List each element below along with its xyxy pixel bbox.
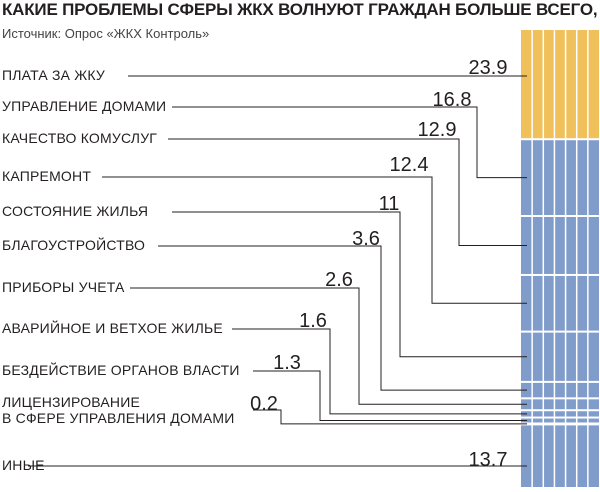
bar-segment xyxy=(521,410,599,418)
bar-divider xyxy=(521,273,599,276)
category-label: БЕЗДЕЙСТВИЕ ОРГАНОВ ВЛАСТИ xyxy=(2,361,240,378)
value-label: 3.6 xyxy=(352,228,380,250)
stacked-bar xyxy=(521,30,599,487)
value-label: 12.4 xyxy=(390,154,429,176)
value-label: 1.6 xyxy=(299,310,327,332)
category-label: ИНЫЕ xyxy=(2,457,45,473)
leader-line xyxy=(253,370,527,422)
value-label: 1.3 xyxy=(273,352,301,374)
category-label: КАПРЕМОНТ xyxy=(2,168,91,184)
bar-segment xyxy=(521,30,599,140)
value-label: 11 xyxy=(379,193,400,215)
category-label: ЛИЦЕНЗИРОВАНИЕ xyxy=(2,394,140,410)
leader-line xyxy=(158,245,527,391)
bar-stripe xyxy=(542,30,545,487)
leader-line xyxy=(232,328,527,415)
value-label: 13.7 xyxy=(469,449,508,471)
bar-divider xyxy=(521,416,599,419)
bar-stripe xyxy=(587,30,589,487)
leader-line xyxy=(102,176,527,304)
bar-segment xyxy=(521,274,599,332)
leader-line xyxy=(172,106,527,179)
leader-line xyxy=(168,138,527,246)
leader-line xyxy=(130,287,527,405)
value-label: 16.8 xyxy=(433,89,472,111)
bar-segment xyxy=(521,417,599,424)
bar-segment xyxy=(521,424,599,487)
bar-stripe xyxy=(575,30,578,487)
category-label: В СФЕРЕ УПРАВЛЕНИЯ ДОМАМИ xyxy=(2,410,235,426)
bar-divider xyxy=(521,214,599,217)
bar-segment xyxy=(521,398,599,411)
leader-line xyxy=(172,211,527,358)
bar-divider xyxy=(521,409,599,412)
chart-title: КАКИЕ ПРОБЛЕМЫ СФЕРЫ ЖКХ ВОЛНУЮТ ГРАЖДАН… xyxy=(2,0,600,19)
bar-stripe xyxy=(564,30,567,487)
value-label: 2.6 xyxy=(325,269,353,291)
category-label: ПРИБОРЫ УЧЕТА xyxy=(2,279,125,295)
category-label: АВАРИЙНОЕ И ВЕТХОЕ ЖИЛЬЕ xyxy=(2,319,223,336)
value-labels: 23.9 16.8 12.9 12.4 11 3.6 2.6 1.6 1.3 0.2 13.7 xyxy=(250,57,507,471)
bar-stripe xyxy=(553,30,556,487)
category-labels: ПЛАТА ЗА ЖКУ УПРАВЛЕНИЕ ДОМАМИ КАЧЕСТВО КО… xyxy=(2,67,240,473)
bar-divider xyxy=(521,397,599,400)
bar-segment xyxy=(521,381,599,399)
bar-divider xyxy=(521,138,599,141)
category-label: УПРАВЛЕНИЕ ДОМАМИ xyxy=(2,98,166,114)
bar-divider xyxy=(521,380,599,383)
value-label: 12.9 xyxy=(418,119,457,141)
bar-segment xyxy=(521,331,599,382)
chart-source: Источник: Опрос «ЖКХ Контроль» xyxy=(2,26,209,41)
bar-segment xyxy=(521,139,599,216)
bar-stripe xyxy=(531,30,533,487)
leader-lines xyxy=(28,75,527,467)
bar-divider xyxy=(521,330,599,333)
category-label: БЛАГОУСТРОЙСТВО xyxy=(2,236,145,253)
bar-segment xyxy=(521,215,599,275)
category-label: КАЧЕСТВО КОМУСЛУГ xyxy=(2,130,157,146)
leader-line xyxy=(253,409,527,425)
category-label: СОСТОЯНИЕ ЖИЛЬЯ xyxy=(2,203,148,219)
value-label: 23.9 xyxy=(469,57,508,79)
value-label: 0.2 xyxy=(250,393,278,415)
category-label: ПЛАТА ЗА ЖКУ xyxy=(2,67,105,83)
bar-divider xyxy=(521,423,599,426)
